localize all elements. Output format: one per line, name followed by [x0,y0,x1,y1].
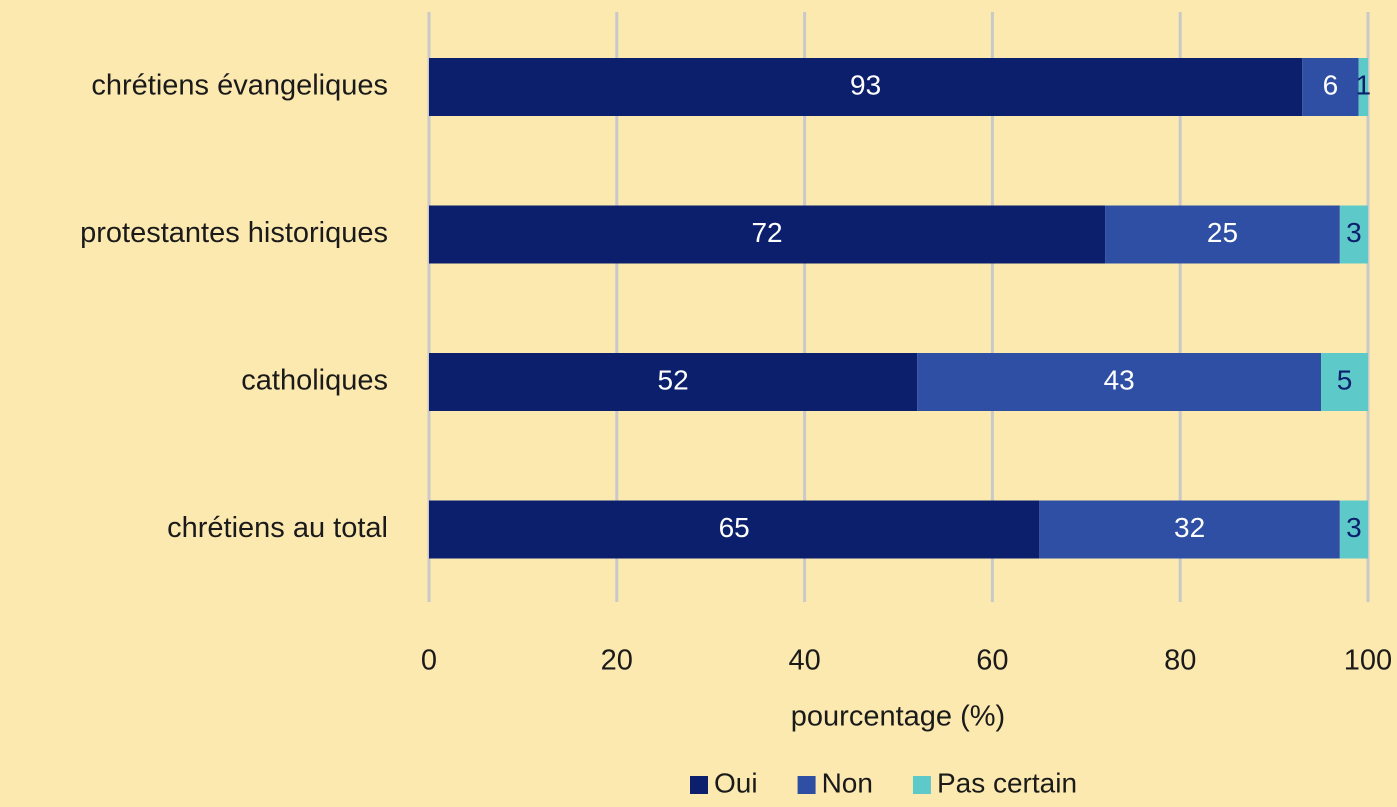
data-label: 1 [1356,69,1372,100]
y-tick-label: chrétiens au total [167,512,388,544]
data-label: 93 [850,69,881,100]
data-label: 52 [658,364,689,395]
x-tick-label: 100 [1344,645,1392,677]
y-tick-label: chrétiens évangeliques [91,70,388,102]
legend-swatch [798,776,816,794]
x-tick-label: 0 [421,645,437,677]
y-tick-label: catholiques [241,365,388,397]
data-label: 72 [751,217,782,248]
chart: pourcentage (%) 0 20 40 60 80 100 chrétiens év… [0,0,1397,807]
y-tick-label: protestantes historiques [80,217,388,249]
x-axis-title: pourcentage (%) [791,701,1005,733]
x-tick-label: 60 [976,645,1008,677]
data-label: 32 [1174,512,1205,543]
data-label: 25 [1207,217,1238,248]
data-label: 6 [1323,69,1339,100]
x-tick-label: 20 [601,645,633,677]
legend-label: Non [822,767,873,798]
data-label: 5 [1337,364,1353,395]
legend-label: Pas certain [937,767,1077,798]
data-label: 3 [1346,512,1362,543]
x-tick-label: 40 [788,645,820,677]
data-label: 65 [719,512,750,543]
data-label: 3 [1346,217,1362,248]
x-tick-label: 80 [1164,645,1196,677]
legend-swatch [913,776,931,794]
legend-label: Oui [714,767,758,798]
legend-swatch [690,776,708,794]
data-label: 43 [1104,364,1135,395]
